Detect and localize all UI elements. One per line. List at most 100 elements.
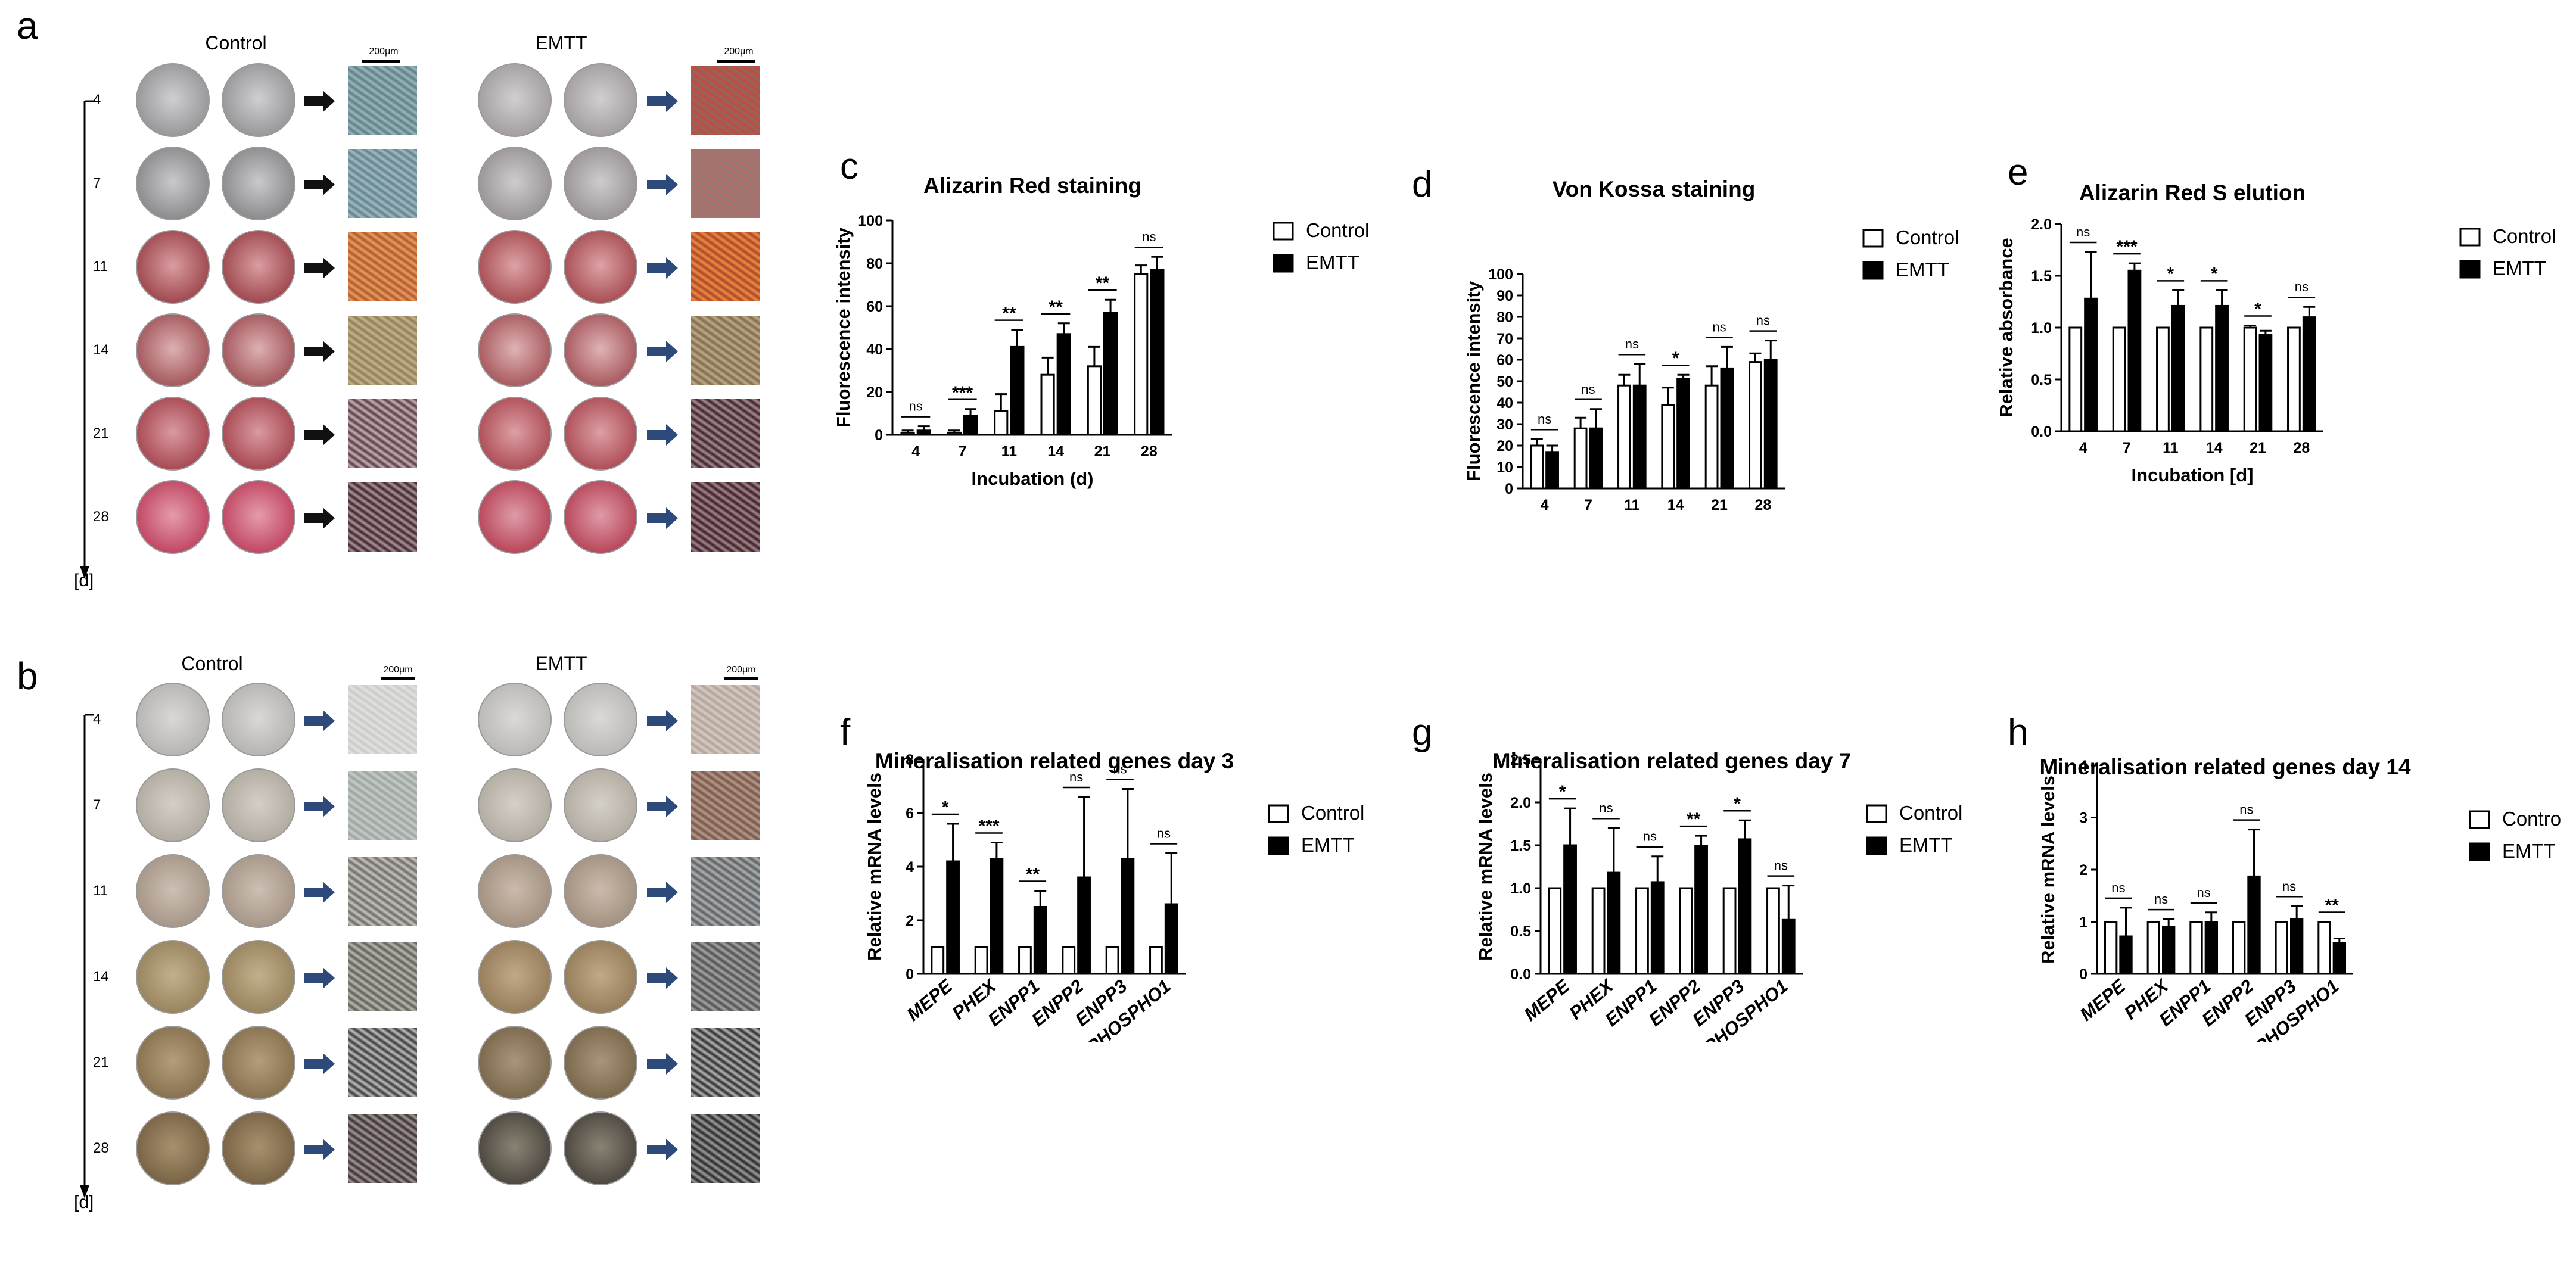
bar-emtt [963,415,978,436]
y-tick-label: 80 [1497,309,1513,326]
micrograph [691,857,760,926]
legend-label-emtt: EMTT [2493,257,2546,279]
bar-emtt [1650,881,1665,975]
micrograph [348,316,417,385]
group-title-control-a: Control [205,32,267,54]
day-unit-b: [d] [74,1192,94,1212]
day-label-a-1: 7 [93,175,101,191]
legend-swatch-control [1273,222,1294,241]
culture-dish [564,940,637,1014]
legend-swatch-emtt [1862,261,1884,280]
chart-title: Mineralisation related genes day 14 [2039,755,2410,779]
legend-swatch-control [2459,228,2481,247]
culture-dish [478,147,552,220]
chart-title: Mineralisation related genes day 7 [1492,749,1852,773]
chart-title: Mineralisation related genes day 3 [875,749,1234,773]
bar-emtt [2171,304,2185,432]
culture-dish [564,683,637,756]
significance-label: * [1734,794,1741,814]
arrow-right-icon [304,174,335,195]
scale-bar [717,60,755,63]
day-label-b-0: 4 [93,711,101,727]
x-tick-label: 21 [1711,497,1728,513]
bar-emtt [1121,858,1135,975]
micrograph [348,149,417,218]
bar-control [900,431,915,436]
y-tick-label: 0 [906,966,914,983]
culture-dish [222,854,295,928]
arrow-right-icon [647,1053,678,1075]
y-axis-label: Relative mRNA levels [2037,776,2058,964]
culture-dish [136,1026,210,1100]
arrow-right-icon [304,257,335,279]
bar-emtt [1738,838,1752,975]
bar-control [1617,384,1631,490]
y-tick-label: 100 [1488,266,1513,283]
bar-control [1679,887,1693,975]
legend-label-emtt: EMTT [1899,834,1953,856]
chart-title: Alizarin Red staining [923,173,1141,198]
day-label-a-5: 28 [93,509,109,525]
arrow-right-icon [304,424,335,446]
micrograph [691,1114,760,1183]
culture-dish [136,147,210,220]
culture-dish [136,230,210,304]
day-label-b-5: 28 [93,1140,109,1156]
bar-control [947,431,962,436]
chart-c: c Alizarin Red staining 0 20 40 60 80 100Fluore… [833,146,1369,489]
bar-control [1134,273,1149,436]
bar-emtt [1150,269,1165,436]
bar-emtt [1077,876,1091,975]
culture-dish [222,230,295,304]
legend-swatch-emtt [1866,836,1887,855]
culture-dish [136,313,210,387]
micrograph [691,482,760,552]
bar-emtt [1056,333,1071,436]
y-axis-label: Relative absorbance [1996,238,2017,418]
chart-g: g Mineralisation related genes day 7 0.0 0.… [1412,712,1962,1042]
micrograph [348,942,417,1011]
y-tick-label: 20 [1497,438,1513,454]
y-tick-label: 1 [2079,914,2087,931]
bar-emtt [1589,427,1603,490]
day-label-a-2: 11 [93,259,108,275]
bar-emtt [1545,451,1559,490]
bar-control [2287,326,2301,432]
significance-label: ns [1643,829,1657,844]
x-tick-label: 14 [2206,440,2223,456]
bar-emtt [990,858,1004,975]
scale-bar [381,677,415,680]
x-tick-label: 28 [2293,440,2310,456]
culture-dish [136,397,210,471]
bar-control [974,946,988,975]
y-tick-label: 4 [2079,758,2087,774]
y-tick-label: 90 [1497,288,1513,304]
y-tick-label: 60 [1497,352,1513,369]
bar-control [1062,946,1076,975]
significance-label: ns [2295,279,2309,294]
culture-dish [478,854,552,928]
significance-label: ns [2076,225,2090,239]
bar-control [1087,365,1102,436]
group-title-emtt-b: EMTT [535,653,587,674]
bar-emtt [1563,844,1577,975]
micrograph [348,1028,417,1097]
legend-swatch-emtt [1273,254,1294,273]
y-tick-label: 1.0 [2031,320,2052,337]
y-tick-label: 2 [906,913,914,929]
day-label-b-2: 11 [93,883,108,899]
culture-dish [222,1111,295,1185]
bar-emtt [2332,942,2347,975]
x-tick-label: 4 [1541,497,1549,513]
scale-bar [362,60,400,63]
significance-label: * [1559,782,1566,802]
bar-control [1766,887,1780,975]
bar-emtt [1033,906,1047,975]
bar-control [931,946,945,975]
micrograph [348,399,417,468]
significance-label: *** [952,383,973,403]
chart-h: h Mineralisation related genes day 14 0 1 2 3… [2008,712,2562,1042]
bar-emtt [1632,384,1647,490]
culture-dish [136,683,210,756]
bar-emtt [1694,845,1708,975]
